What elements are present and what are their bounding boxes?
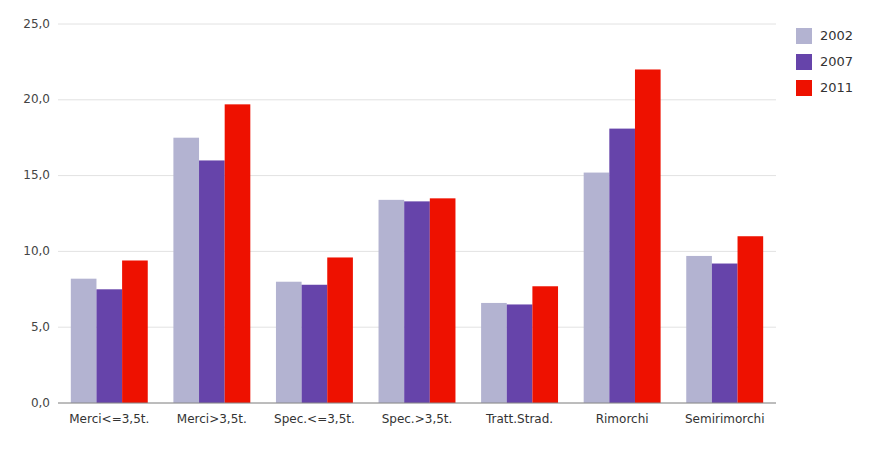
bar — [532, 286, 558, 403]
series — [122, 69, 763, 403]
y-tick-label: 0,0 — [31, 396, 50, 410]
bar — [71, 279, 97, 403]
bar — [430, 198, 456, 403]
x-axis: Merci<=3,5t. Merci>3,5t. Spec.<=3,5t. Spec.… — [58, 403, 776, 426]
legend-label: 2002 — [820, 28, 853, 43]
legend-item: 2002 — [796, 28, 853, 45]
bar — [327, 257, 353, 403]
legend-item: 2011 — [796, 80, 853, 97]
bar — [276, 282, 302, 403]
bar — [609, 129, 635, 403]
bar — [379, 200, 405, 403]
bar — [96, 289, 122, 403]
legend-swatch — [796, 28, 812, 44]
y-tick-label: 20,0 — [23, 92, 50, 106]
chart: 0,0 5,0 10,0 15,0 20,0 25,0 Merci<=3,5t. Merci>… — [0, 0, 896, 451]
bar — [225, 104, 251, 403]
bar — [584, 173, 610, 403]
y-tick-label: 25,0 — [23, 17, 50, 31]
plot: 0,0 5,0 10,0 15,0 20,0 25,0 Merci<=3,5t. Merci>… — [23, 17, 776, 427]
bar — [173, 138, 199, 403]
legend-label: 2011 — [820, 80, 853, 95]
bar — [481, 303, 507, 403]
legend: 2002 2007 2011 — [796, 28, 853, 97]
x-axis-line — [58, 403, 776, 404]
bar — [712, 264, 738, 403]
legend-swatch — [796, 54, 812, 70]
bar — [199, 160, 225, 403]
bar — [686, 256, 712, 403]
x-tick-label: Merci<=3,5t. — [69, 412, 149, 426]
bar — [122, 260, 148, 403]
x-tick-label: Semirimorchi — [685, 412, 765, 426]
x-tick-label: Spec.<=3,5t. — [274, 412, 355, 426]
legend-label: 2007 — [820, 54, 853, 69]
bar — [302, 285, 328, 403]
page: {"chart_data": {"type": "bar", "categori… — [0, 0, 896, 451]
legend-item: 2007 — [796, 54, 853, 71]
x-tick-label: Spec.>3,5t. — [382, 412, 453, 426]
x-tick-label: Merci>3,5t. — [177, 412, 247, 426]
bar — [738, 236, 764, 403]
bar — [404, 201, 430, 403]
bars — [71, 69, 763, 403]
legend-swatch — [796, 80, 812, 96]
y-tick-label: 10,0 — [23, 244, 50, 258]
x-tick-label: Tratt.Strad. — [485, 412, 553, 426]
bar — [507, 304, 533, 403]
grid-line — [58, 403, 776, 404]
x-tick-label: Rimorchi — [596, 412, 649, 426]
grid-line — [58, 24, 776, 25]
y-tick-label: 15,0 — [23, 168, 50, 182]
grid-line — [58, 175, 776, 176]
y-tick-label: 5,0 — [31, 320, 50, 334]
grid-line — [58, 99, 776, 100]
y-axis: 0,0 5,0 10,0 15,0 20,0 25,0 — [23, 17, 776, 410]
bar — [635, 69, 661, 403]
